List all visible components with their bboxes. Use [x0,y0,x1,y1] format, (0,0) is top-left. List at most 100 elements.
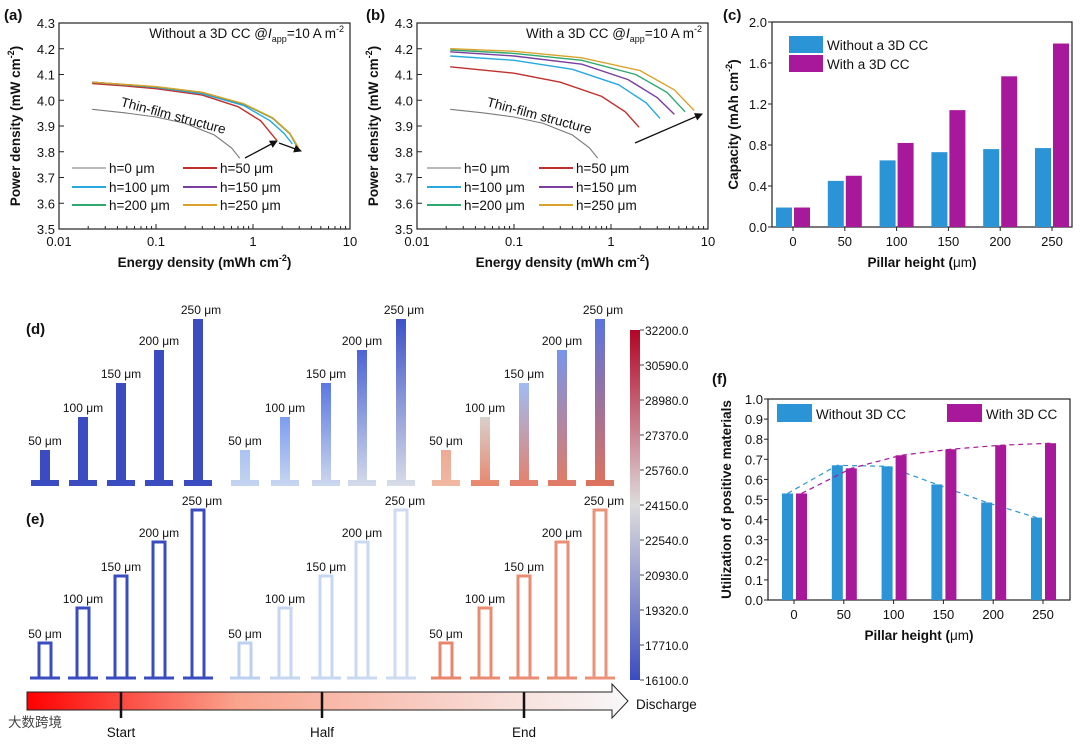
y-tick-label: 0.8 [749,138,767,153]
bar-f-1-2 [895,455,907,600]
colorbar-tick-label: 24150.0 [645,499,689,513]
pillar-height-label: 50 μm [429,434,463,448]
series-line-1 [450,66,640,128]
legend-label: With a 3D CC [827,57,910,72]
x-tick-label: 10 [701,234,715,249]
x-axis-label-tail: ) [972,255,977,270]
x-tick-label: 0.01 [404,234,429,249]
pillar-d [107,383,135,486]
legend-label: h=150 μm [576,180,637,195]
pillar-height-label: 50 μm [228,627,262,641]
pillar-height-label: 250 μm [584,494,624,508]
annotation-suffix: =10 A m [645,26,694,41]
x-tick-label: 0.01 [46,234,71,249]
y-axis-label-sup: -2 [364,50,374,58]
pillar-d [432,450,460,486]
pillar-maps-d: 50 μm 100 μm 150 μm 200 μm 250 μm 50 μm 100 μm… [28,303,623,486]
pillar-e [547,540,577,680]
annotation-sub: app [272,34,287,44]
y-axis-label-tail: ) [8,46,23,51]
y-axis-label-sup: -2 [6,50,16,58]
x-tick-label: 250 [1041,234,1063,249]
pillar-d [271,417,299,486]
x-axis-label-text: Energy density (mWh cm [118,255,279,270]
bar-f-0-3 [931,484,943,600]
legend-label: h=0 μm [109,161,155,176]
stage-label: End [512,725,536,740]
series-line-3 [450,51,675,115]
x-tick-label: 200 [982,607,1004,622]
pillar-height-label: 200 μm [342,334,382,348]
pillar-e [30,641,60,680]
pillar-height-label: 100 μm [465,401,505,415]
series-line-0 [92,108,241,159]
condition-annotation: Without a 3D CC @Iapp=10 A m-2 [149,24,344,44]
bar-f-0-5 [1031,517,1042,600]
legend-label: h=100 μm [464,180,525,195]
y-tick-label: 3.8 [395,145,413,160]
chart-b: 0.01 0.1 1 10 3.5 3.6 3.7 3.8 3.9 4.0 4.1 4.2 4.3 Ene… [364,16,715,270]
y-tick-label: 3.9 [37,119,55,134]
stage-label: Start [107,725,136,740]
pillar-height-label: 50 μm [28,627,62,641]
bar-c-0-4 [983,149,1000,227]
annotation-var: I [626,26,630,41]
legend-label: Without 3D CC [816,407,906,422]
y-tick-label: 4.2 [37,42,55,57]
colorbar-tick-label: 28980.0 [645,394,689,408]
colorbar-tick-label: 30590.0 [645,359,689,373]
x-tick-label: 10 [343,234,357,249]
series-line-0 [450,108,599,159]
y-tick-label: 0.8 [745,432,763,447]
x-tick-label: 1 [249,234,256,249]
annotation-sup: -2 [336,24,344,34]
thin-film-label: Thin-film structure [119,94,227,136]
pillar-height-label: 200 μm [139,334,179,348]
y-axis-label: Power density (mW cm-2) [364,46,381,206]
legend-label: h=200 μm [464,198,525,213]
y-axis-label-tail: ) [366,46,381,51]
panel-label-d: (d) [26,321,45,338]
panel-label-a: (a) [4,7,22,24]
pillar-e [270,606,300,680]
x-axis-label-unit: μm [950,628,969,643]
y-tick-label: 3.7 [37,171,55,186]
legend-label: Without a 3D CC [827,38,929,53]
colorbar-tick-label: 16100.0 [645,674,689,688]
x-tick-label: 0.1 [505,234,523,249]
trend-line-0 [787,464,1037,519]
pillar-height-label: 250 μm [384,303,424,317]
pillar-d [145,350,173,486]
y-tick-label: 4.1 [37,68,55,83]
x-axis-label-sup: -2 [279,253,287,263]
trend-arrow [278,142,302,153]
bar-f-1-5 [1045,443,1056,600]
y-tick-label: 0.7 [745,452,763,467]
y-tick-label: 1.6 [749,56,767,71]
y-tick-label: 0.5 [745,493,763,508]
legend-swatch [947,404,982,422]
pillar-d [69,417,97,486]
x-axis-label-text: Pillar height ( [867,255,953,270]
colorbar-tick-label: 19320.0 [645,604,689,618]
bar-c-1-1 [845,175,862,227]
legend-label: With 3D CC [986,407,1058,422]
bar-c-0-5 [1035,148,1051,227]
y-tick-label: 3.6 [37,196,55,211]
pillar-e [68,606,98,680]
bar-c-0-3 [931,152,948,227]
bar-f-1-1 [845,468,857,600]
pillar-e [509,574,539,680]
bar-c-0-1 [827,180,844,227]
pillar-e [347,540,377,680]
x-tick-label: 100 [883,607,905,622]
y-tick-label: 0.6 [745,472,763,487]
annotation-sub: app [630,34,645,44]
pillar-height-label: 150 μm [504,560,544,574]
x-tick-label: 150 [933,607,955,622]
x-axis-label-text: Pillar height ( [864,628,950,643]
x-tick-label: 0.1 [147,234,165,249]
plot-frame [771,21,1073,228]
series-line-5 [92,81,300,149]
